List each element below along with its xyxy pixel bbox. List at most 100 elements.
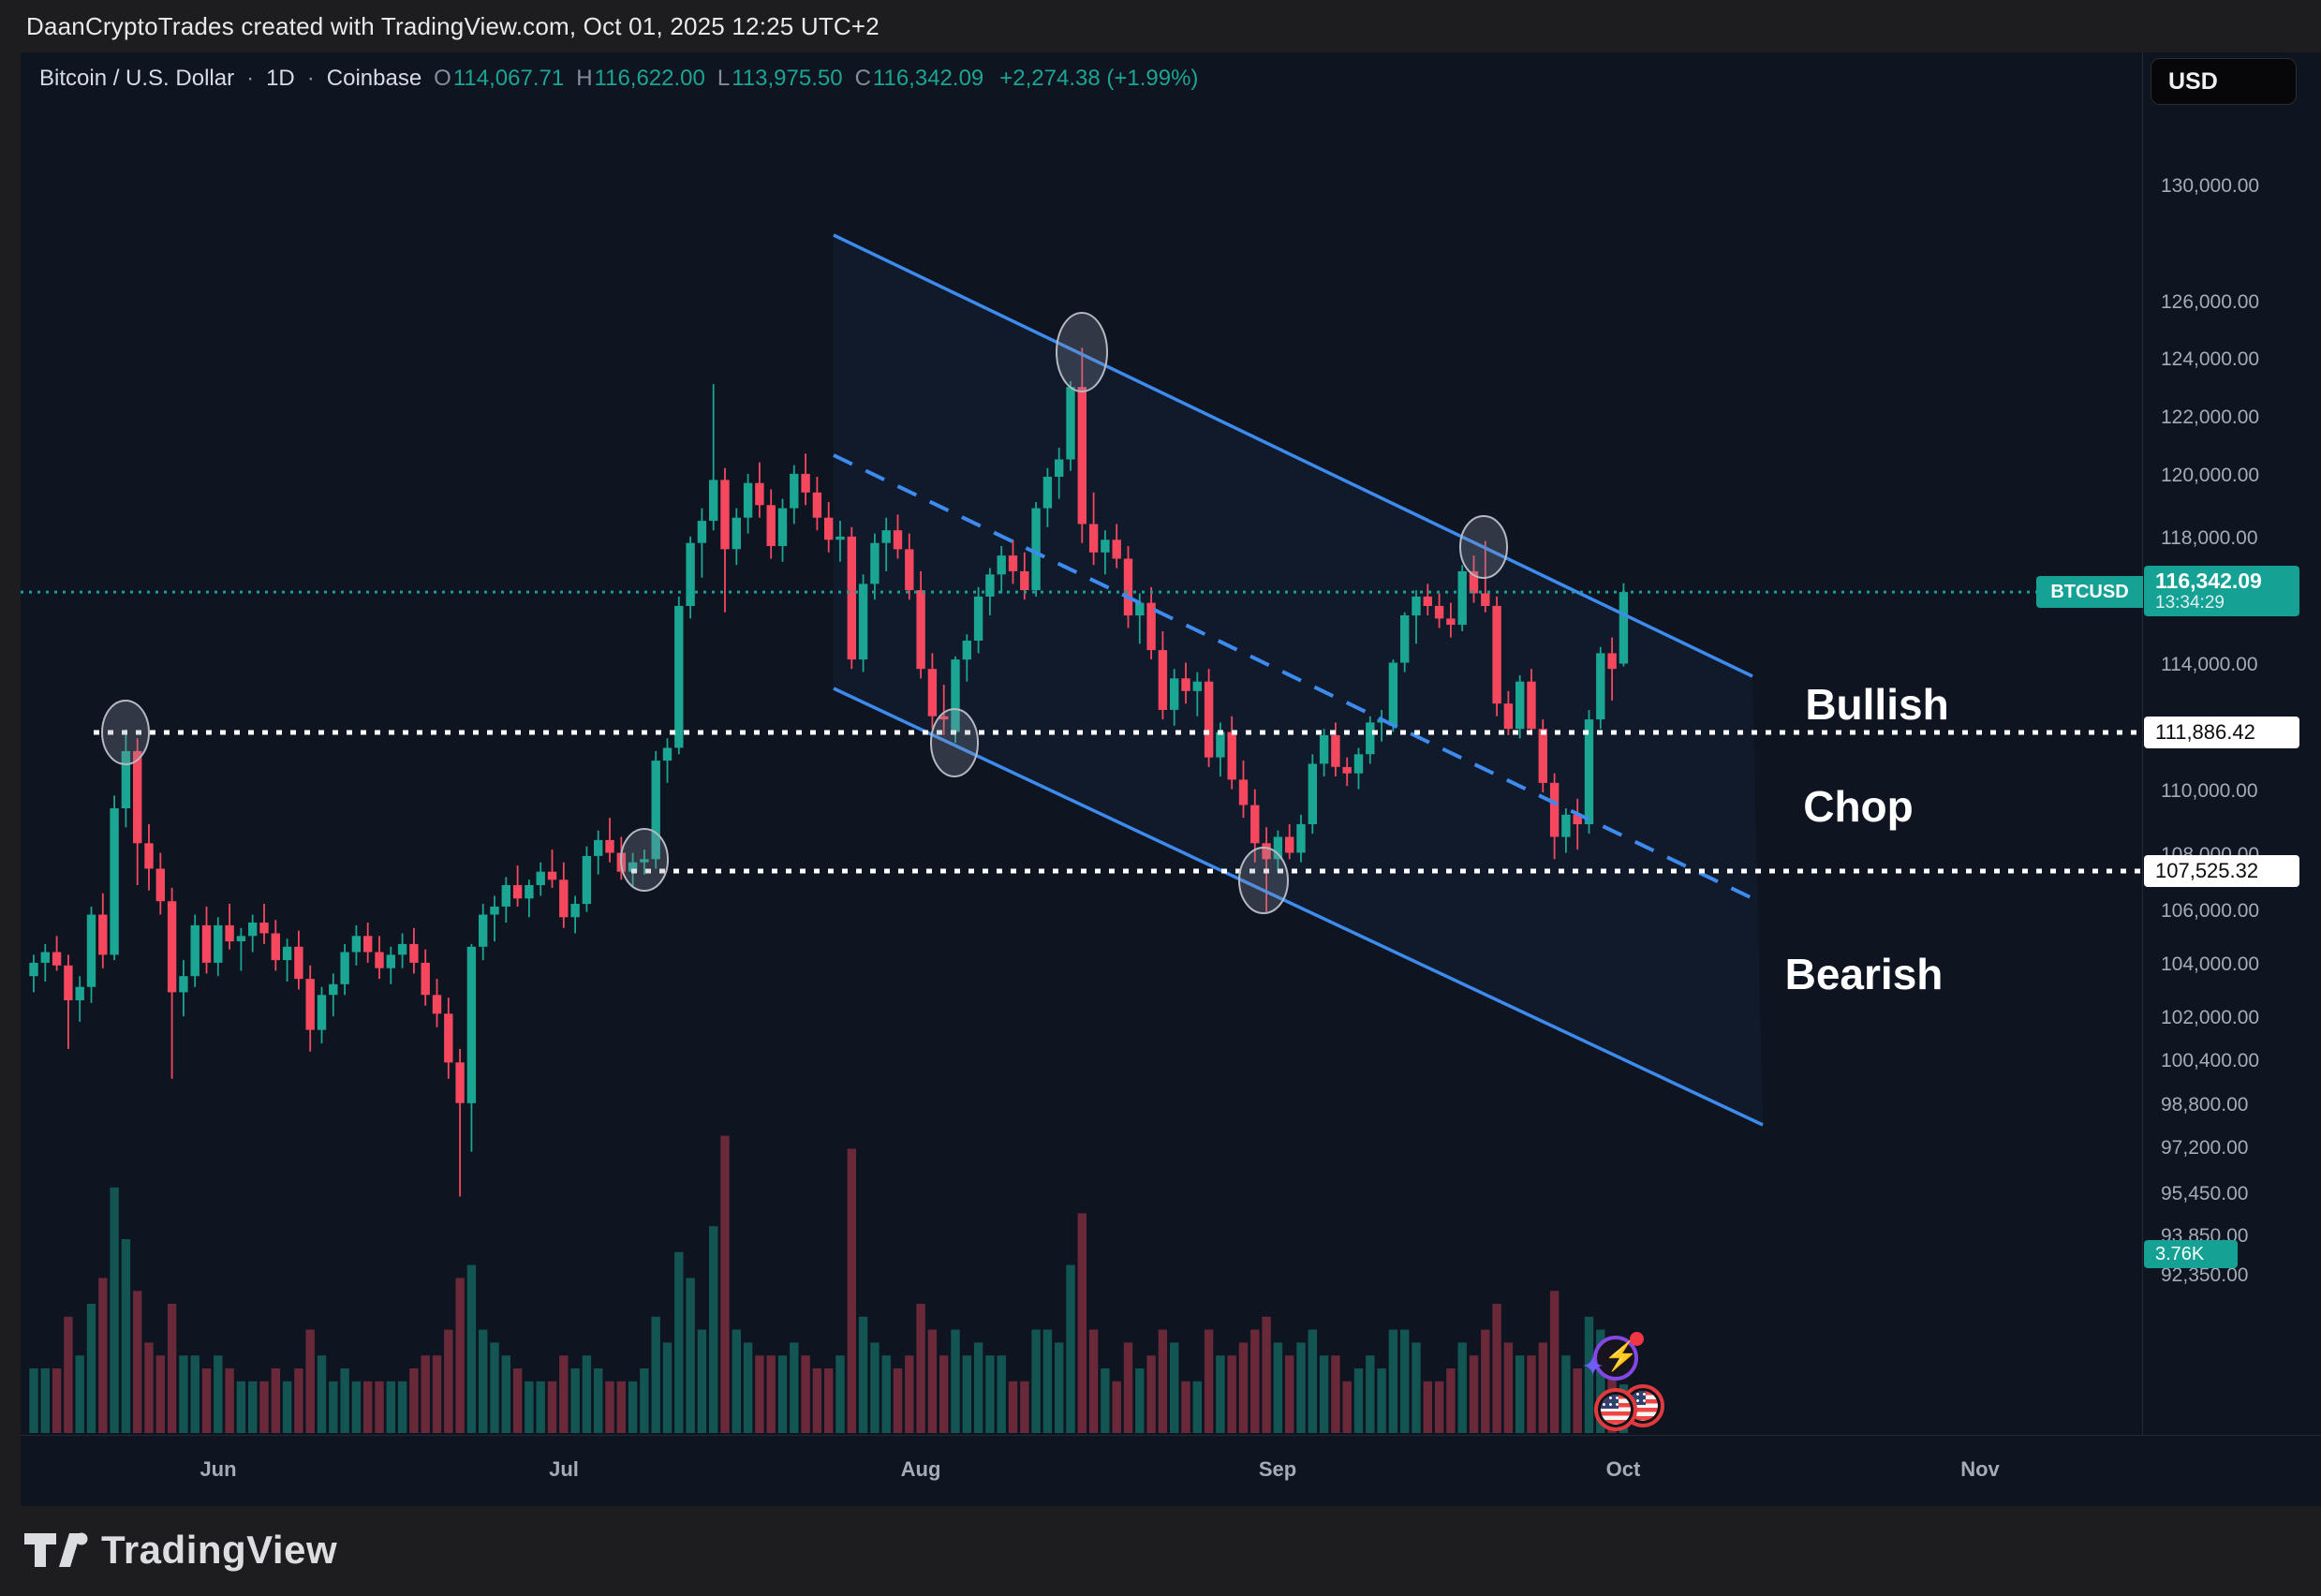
price-line-symbol-badge: BTCUSD [2036,576,2143,609]
candle-body [1031,508,1041,591]
volume-bar [64,1316,73,1433]
candle-body [870,542,880,584]
candle-body [1146,602,1156,651]
candle-body [329,983,338,996]
volume-bar [29,1368,38,1433]
currency-toggle-button[interactable]: USD [2151,58,2297,105]
volume-bar [951,1329,960,1433]
price-tick: 95,450.00 [2161,1183,2249,1205]
volume-bar [1066,1264,1075,1433]
volume-bar [179,1355,188,1433]
candle-body [1492,605,1501,704]
candle-body [697,521,707,543]
volume-bar [1181,1381,1190,1433]
highlight-circle[interactable] [101,700,150,765]
tradingview-logo-icon [24,1532,88,1567]
candle-body [1308,763,1317,824]
candle-body [248,923,258,937]
volume-bar [709,1226,718,1433]
candle-body [1055,459,1064,477]
volume-bar [1020,1381,1029,1433]
candle-body [1538,729,1547,783]
candle-body [144,843,154,869]
candle-body [801,473,810,493]
volume-bar [1308,1329,1317,1433]
last-price-value: 116,342.09 [2155,569,2262,594]
candle-body [628,862,638,872]
volume-bar [110,1187,119,1433]
candle-body [409,943,419,963]
us-economic-event-icon[interactable] [1594,1388,1637,1431]
volume-bar [812,1368,822,1433]
candle-body [201,924,212,963]
volume-bar [1227,1355,1236,1433]
volume-bar [1457,1342,1467,1433]
highlight-circle[interactable] [1056,312,1108,392]
volume-bar [294,1368,303,1433]
high-label: H [576,66,593,91]
price-tick: 97,200.00 [2161,1137,2249,1159]
candle-body [1135,602,1145,616]
candle-body [1412,596,1421,616]
candle-body [271,933,280,961]
highlight-circle[interactable] [1459,515,1508,579]
highlight-circle[interactable] [620,828,669,892]
candle-body [236,936,246,941]
volume-bar [547,1381,557,1433]
footer-bar: TradingView [0,1506,2321,1596]
candle-body [98,914,108,955]
candle-body [1020,570,1029,591]
chart-panel[interactable]: Bullish Chop Bearish Bitcoin / U.S. Dollar… [21,52,2321,1506]
price-tick: 92,350.00 [2161,1264,2249,1286]
candle-body [1607,653,1617,670]
parallel-channel-lower-line[interactable] [833,687,1764,1127]
volume-bar [1238,1342,1249,1433]
volume-bar [1388,1329,1398,1433]
symbol-title: Bitcoin / U.S. Dollar [39,66,235,91]
volume-bar [835,1355,845,1433]
highlight-circle[interactable] [930,708,979,777]
level-price-badge-lower: 107,525.32 [2144,854,2299,887]
price-tick: 98,800.00 [2161,1093,2249,1116]
volume-bar [1158,1329,1168,1433]
symbol-legend[interactable]: Bitcoin / U.S. Dollar · 1D · Coinbase O1… [39,66,1198,92]
candle-body [305,979,315,1030]
volume-bar [455,1278,465,1433]
volume-bar [329,1381,338,1433]
candle-body [1619,592,1629,664]
ai-events-icon[interactable]: ⚡ ✦ [1581,1332,1644,1388]
time-axis[interactable]: Jun Jul Aug Sep Oct Nov [21,1435,2321,1506]
candle-body [651,761,660,860]
volume-bar [525,1381,534,1433]
candle-body [351,936,362,953]
candlestick-chart-surface[interactable]: Bullish Chop Bearish [21,52,2142,1435]
volume-bar [1412,1342,1421,1433]
volume-bar [1088,1329,1099,1433]
price-axis[interactable]: USD 130,000.00 126,000.00 124,000.00 122,00… [2142,52,2321,1435]
volume-axis-badge: 3.76K [2144,1240,2238,1268]
candle-body [1515,681,1525,730]
candle-body [1596,653,1605,720]
volume-bar [121,1239,131,1433]
parallel-channel-upper-line[interactable] [833,233,1753,678]
parallel-channel-middle-dashed-line[interactable] [833,453,1759,903]
volume-bar [732,1329,741,1433]
zone-label-bearish[interactable]: Bearish [1785,950,1944,998]
zone-label-chop[interactable]: Chop [1803,782,1914,831]
candle-body [1446,618,1456,626]
volume-bar [432,1355,442,1433]
tradingview-logo[interactable]: TradingView [24,1527,337,1574]
volume-bar [155,1355,165,1433]
time-tick-jun: Jun [200,1457,237,1481]
candle-body [1192,681,1202,691]
candle-body [547,871,557,880]
highlight-circle[interactable] [1238,847,1289,914]
candle-body [466,946,477,1103]
zone-label-bullish[interactable]: Bullish [1805,680,1948,729]
close-label: C [854,66,871,91]
volume-bar [40,1368,50,1433]
level-price-badge-upper: 111,886.42 [2144,716,2299,748]
candle-body [1238,779,1249,805]
candle-body [1296,823,1306,853]
